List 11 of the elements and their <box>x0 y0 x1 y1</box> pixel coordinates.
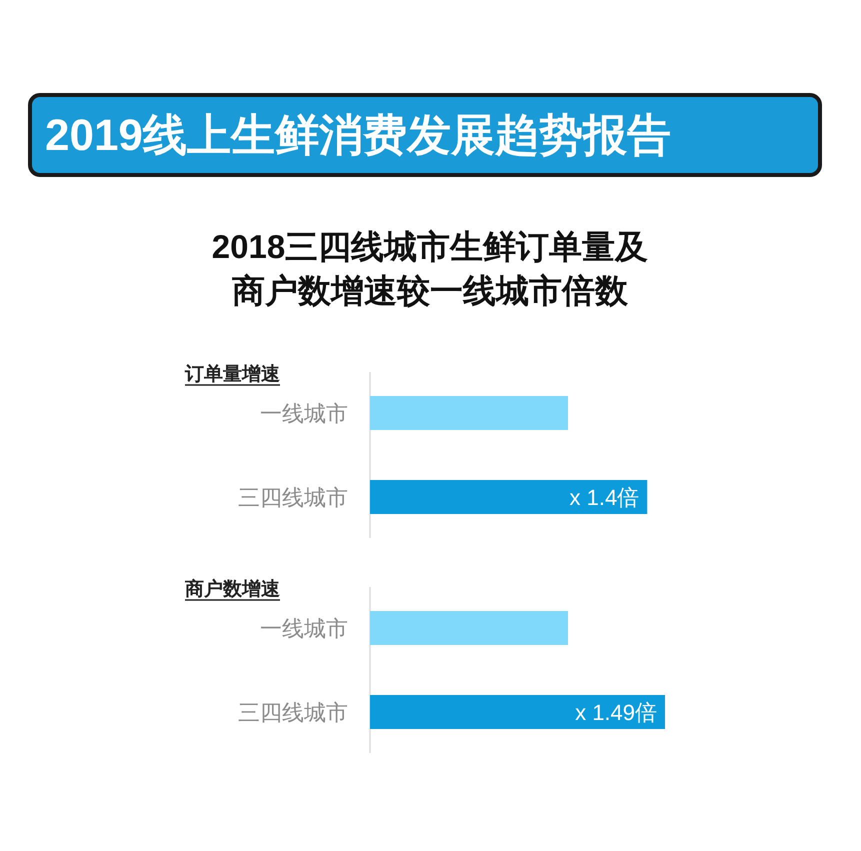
y-tick-label: 一线城市 <box>260 616 348 641</box>
chart-title: 商户数增速 <box>184 578 280 600</box>
text: 商户数增速较一线城市倍数 <box>232 272 628 309</box>
y-tick-label: 三四线城市 <box>238 700 348 725</box>
y-tick-label: 一线城市 <box>260 401 348 426</box>
y-tick-label: 三四线城市 <box>238 485 348 510</box>
data-label: x 1.49倍 <box>575 700 658 725</box>
text: 2019线上生鲜消费发展趋势报告 <box>45 111 671 160</box>
chart-title: 订单量增速 <box>184 363 280 385</box>
data-label: x 1.4倍 <box>569 485 640 510</box>
text: 2018三四线城市生鲜订单量及 <box>212 228 648 265</box>
